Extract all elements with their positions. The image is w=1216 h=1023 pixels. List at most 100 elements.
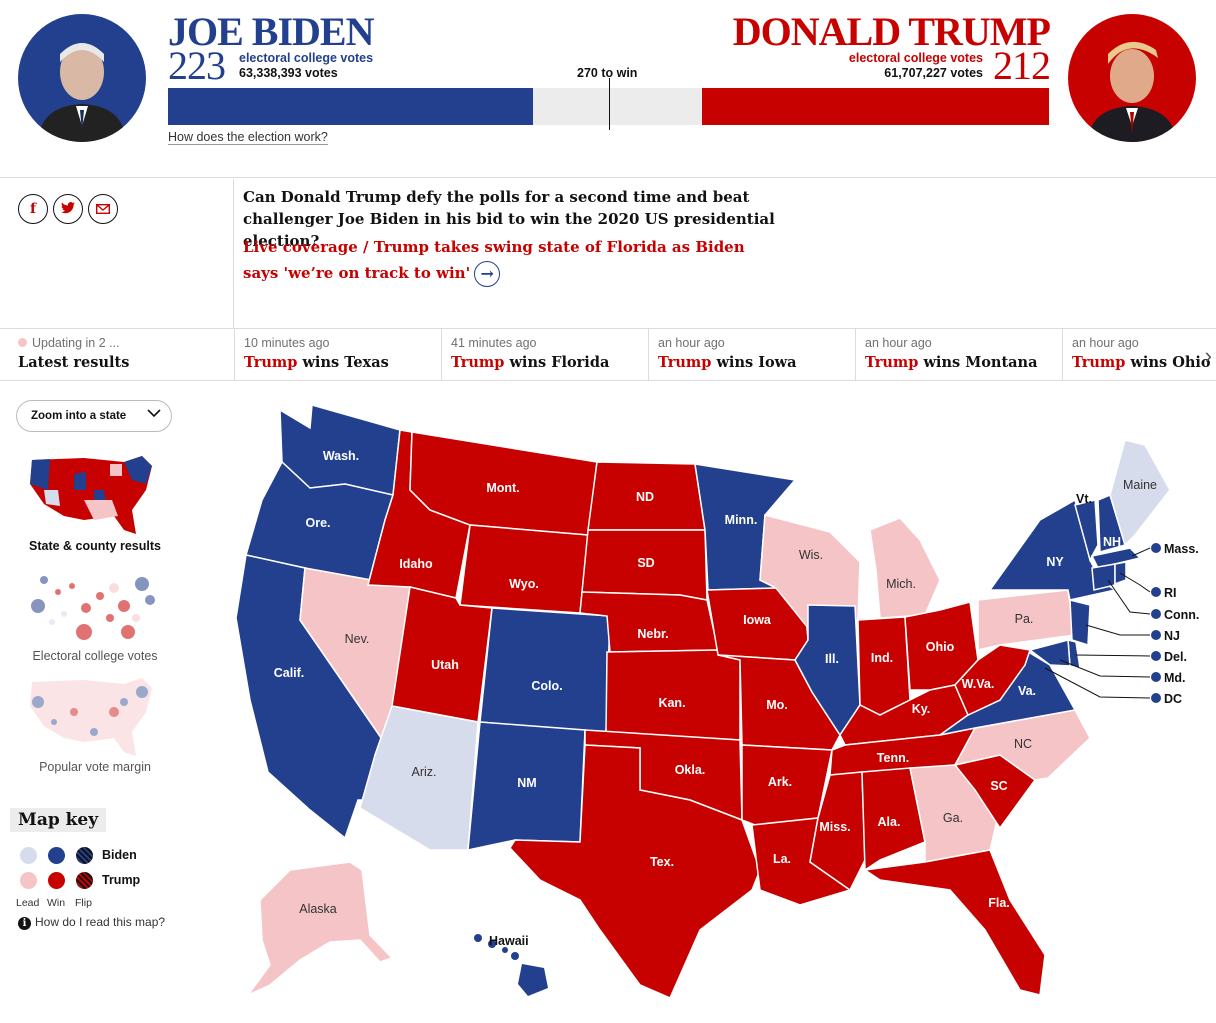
state-label: Nev. <box>345 632 370 646</box>
ticker-time: an hour ago <box>658 336 725 350</box>
state-label: Maine <box>1123 478 1157 492</box>
state-label: Ore. <box>305 516 330 530</box>
state-il[interactable] <box>794 604 861 737</box>
ticker-winner: Trump <box>865 354 919 371</box>
key-win-label: Win <box>47 897 66 909</box>
key-trump-flip-swatch <box>76 872 93 889</box>
state-ks[interactable] <box>605 649 741 741</box>
state-label: Mo. <box>766 698 788 712</box>
callout-label: Mass. <box>1164 542 1199 556</box>
callout-label: Md. <box>1164 671 1186 685</box>
state-ct[interactable] <box>1091 563 1116 591</box>
ticker-item[interactable]: an hour ago Trump wins Iowa <box>648 329 855 381</box>
ticker-winner: Trump <box>451 354 505 371</box>
state-label: Wyo. <box>509 577 539 591</box>
state-label: Wis. <box>799 548 823 562</box>
key-biden-lead-swatch <box>20 847 37 864</box>
biden-electoral-votes: 223 <box>168 43 226 88</box>
view-state-county-thumbnail[interactable] <box>24 450 160 540</box>
state-label: Utah <box>431 658 459 672</box>
state-label: Ohio <box>926 640 955 654</box>
view-electoral-thumbnail[interactable] <box>24 562 160 652</box>
key-lead-label: Lead <box>16 897 40 909</box>
share-column: f <box>0 179 234 328</box>
ticker-item[interactable]: 10 minutes ago Trump wins Texas <box>234 329 441 381</box>
state-label: Mont. <box>486 481 519 495</box>
updating-label: Updating in 2 ... <box>32 336 120 350</box>
view-electoral-label[interactable]: Electoral college votes <box>32 649 158 663</box>
ticker-item[interactable]: an hour ago Trump wins Montana <box>855 329 1062 381</box>
win-threshold-line <box>608 78 610 130</box>
chevron-right-icon[interactable]: › <box>1204 343 1212 368</box>
state-label: Calif. <box>274 666 305 680</box>
key-trump-label: Trump <box>102 873 141 887</box>
state-ut[interactable] <box>391 586 493 723</box>
us-results-map[interactable]: Wash. Ore. Calif. Nev. Idaho Mont. Wyo. … <box>225 395 1215 1015</box>
state-label: La. <box>773 852 791 866</box>
view-popular-margin-label[interactable]: Popular vote margin <box>39 760 151 774</box>
state-label: NY <box>1046 555 1064 569</box>
callout-label: DC <box>1164 692 1182 706</box>
state-az[interactable] <box>359 705 479 851</box>
callout-dots <box>1151 543 1161 703</box>
state-label: Iowa <box>743 613 772 627</box>
latest-results: Updating in 2 ... Latest results <box>0 329 234 381</box>
ticker-text: wins Montana <box>918 354 1038 371</box>
state-label: Idaho <box>399 557 433 571</box>
how-read-map-link[interactable]: i How do I read this map? <box>18 915 165 930</box>
email-share-button[interactable] <box>88 194 118 224</box>
ticker-winner: Trump <box>244 354 298 371</box>
state-me[interactable] <box>1109 439 1171 547</box>
state-label: Tex. <box>650 855 674 869</box>
state-label: Kan. <box>658 696 685 710</box>
electoral-bar <box>168 78 1049 130</box>
live-coverage-text: Live coverage / Trump takes swing state … <box>243 238 745 282</box>
state-label: SD <box>637 556 654 570</box>
state-ak[interactable] <box>245 861 394 997</box>
state-hi[interactable] <box>474 934 548 996</box>
ticker-item[interactable]: 41 minutes ago Trump wins Florida <box>441 329 648 381</box>
to-win-label: 270 to win <box>577 66 638 80</box>
state-al[interactable] <box>861 767 926 872</box>
state-pa[interactable] <box>977 589 1076 651</box>
latest-results-label: Latest results <box>18 354 130 371</box>
state-ma[interactable] <box>1090 547 1142 569</box>
state-nj[interactable] <box>1069 599 1091 647</box>
zoom-state-label: Zoom into a state <box>31 410 127 422</box>
facebook-share-button[interactable]: f <box>18 194 48 224</box>
live-coverage-link[interactable]: Live coverage / Trump takes swing state … <box>243 234 763 287</box>
state-in[interactable] <box>857 616 911 716</box>
state-label: Ind. <box>871 651 893 665</box>
state-wy[interactable] <box>459 524 589 614</box>
state-tx[interactable] <box>509 744 761 999</box>
state-fl[interactable] <box>862 849 1046 996</box>
state-mi[interactable] <box>869 517 941 619</box>
trump-name: DONALD TRUMP <box>732 9 1051 54</box>
view-popular-margin-thumbnail[interactable] <box>24 672 160 762</box>
arrow-right-icon[interactable]: → <box>474 261 501 287</box>
twitter-share-button[interactable] <box>53 194 83 224</box>
state-nc[interactable] <box>953 709 1091 781</box>
ticker-time: an hour ago <box>1072 336 1139 350</box>
state-label: Okla. <box>675 763 706 777</box>
state-md[interactable] <box>1028 639 1071 667</box>
results-ticker: Updating in 2 ... Latest results 10 minu… <box>0 328 1216 381</box>
state-label: Ill. <box>825 652 839 666</box>
zoom-state-select[interactable]: Zoom into a state <box>16 400 172 432</box>
state-co[interactable] <box>479 607 611 734</box>
state-label: Mich. <box>886 577 916 591</box>
ticker-item[interactable]: an hour ago Trump wins Ohio <box>1062 329 1216 381</box>
key-trump-win-swatch <box>48 872 65 889</box>
how-election-works-link[interactable]: How does the election work? <box>168 130 328 145</box>
state-label: Alaska <box>299 902 337 916</box>
updating-dot-icon <box>18 338 27 347</box>
state-vt[interactable] <box>1074 499 1099 563</box>
state-label: Ariz. <box>412 765 437 779</box>
key-flip-label: Flip <box>75 897 92 909</box>
state-wv[interactable] <box>954 644 1031 717</box>
trump-portrait <box>1068 14 1196 142</box>
callout-label: RI <box>1164 586 1177 600</box>
ticker-time: 41 minutes ago <box>451 336 537 350</box>
biden-name: JOE BIDEN <box>168 9 374 54</box>
view-state-county-label[interactable]: State & county results <box>29 539 161 553</box>
